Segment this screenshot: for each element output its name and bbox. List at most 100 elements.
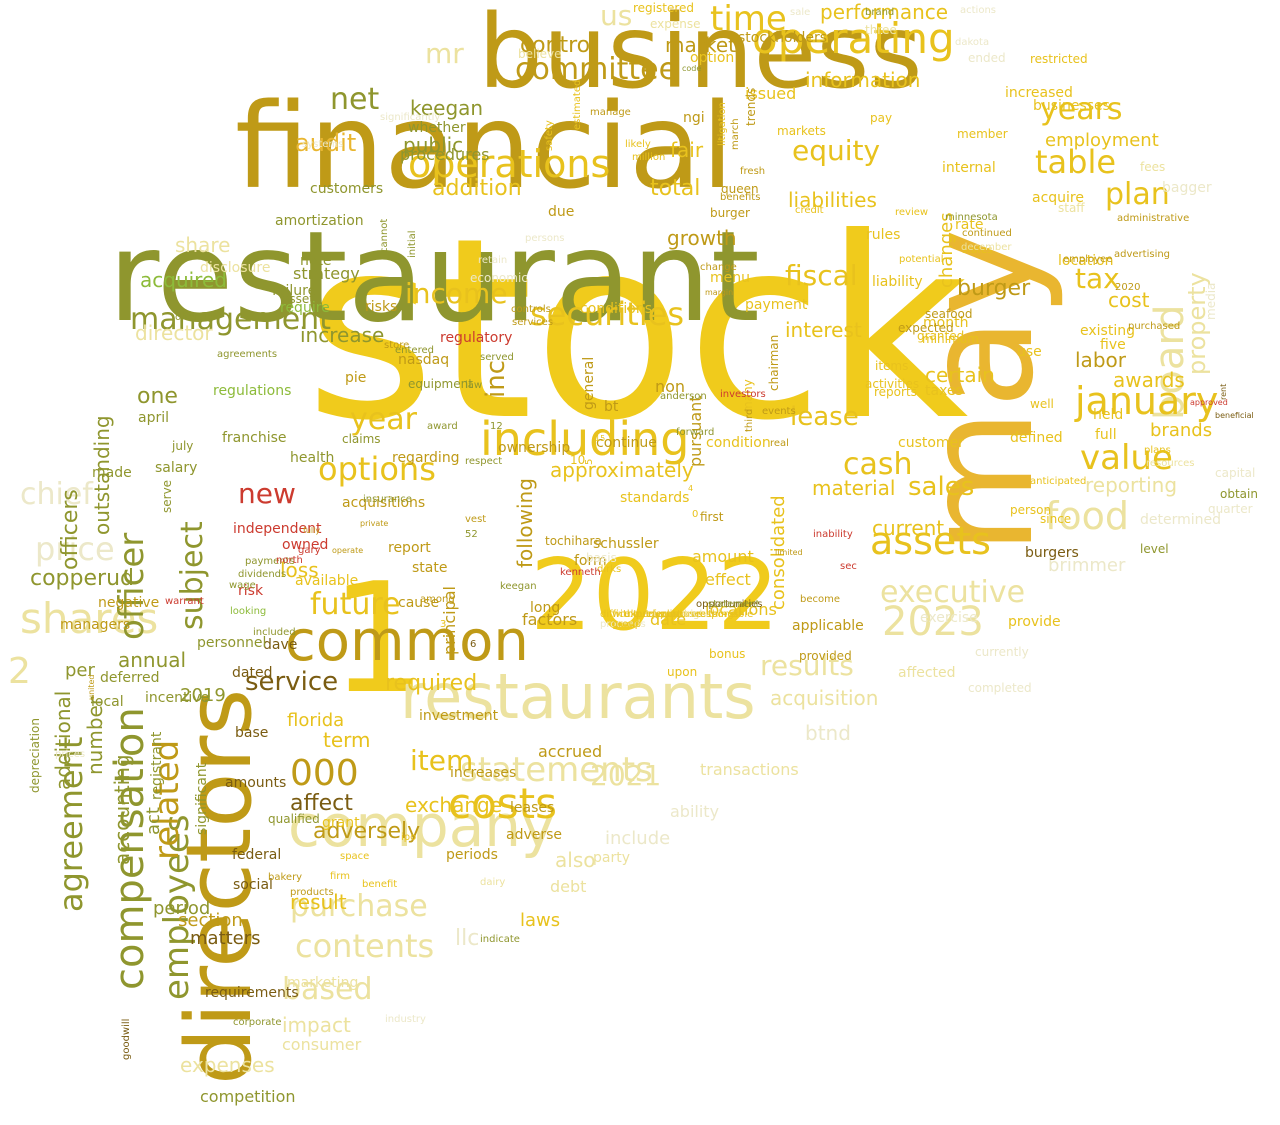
word-sales: sales [908, 472, 975, 502]
word-payment: payment [745, 297, 808, 313]
word-capital: capital [1215, 466, 1256, 480]
word-accrued: accrued [538, 742, 603, 761]
word-non: non [655, 377, 686, 396]
word-required: required [385, 671, 478, 696]
word-kenneth: kenneth [560, 567, 601, 578]
word-director: director [135, 321, 213, 345]
word-share: share [175, 233, 231, 257]
word-burgers: burgers [1025, 545, 1079, 561]
word-menu: menu [710, 270, 750, 286]
word-entered: entered [395, 345, 434, 356]
word-warrant: warrant [165, 596, 204, 607]
word-estimated: estimated [572, 79, 583, 130]
word-committee: committee [515, 52, 678, 87]
word-acquisition: acquisition [770, 686, 879, 710]
word-gary: gary [298, 545, 321, 556]
word-responsible: responsible [696, 609, 754, 620]
word-stock: stock [305, 184, 969, 475]
word-april: april [138, 410, 170, 426]
word-costs: costs [448, 779, 558, 828]
word-debt: debt [550, 877, 587, 896]
word-beneficial: beneficial [1215, 411, 1254, 420]
word-third: third [744, 408, 755, 432]
word-labor: labor [1075, 348, 1126, 372]
word-employee: employee [1063, 254, 1113, 265]
word-vest: vest [465, 514, 487, 525]
word-wage: wage [229, 580, 256, 591]
word-united: united [87, 674, 96, 701]
word-franchise: franchise [222, 430, 287, 446]
word-restaurant: restaurant [108, 205, 760, 350]
word-ipo: ipo [401, 832, 417, 843]
word-dividends: dividends [238, 569, 287, 580]
word-million: million [632, 152, 666, 163]
word-copperud: copperud [30, 566, 134, 591]
word-goodwill: goodwill [121, 1018, 132, 1060]
word-trends: trends [744, 87, 758, 126]
word-significant: significant [194, 762, 210, 835]
word-applicable: applicable [792, 618, 864, 634]
word-member: member [957, 127, 1008, 141]
word-brimmer: brimmer [1048, 555, 1126, 576]
word-december: december [961, 242, 1012, 253]
word-officers: officers [58, 489, 83, 570]
word-incentive: incentive [145, 690, 210, 706]
word-owned: owned [282, 537, 329, 553]
word-since: since [1040, 512, 1072, 526]
word-6: 6 [470, 639, 477, 650]
word-operations: operations [408, 142, 611, 186]
word-material: material [812, 476, 896, 500]
word-dairy: dairy [480, 877, 506, 888]
word-pay: pay [870, 111, 893, 125]
word-investors: investors [720, 389, 766, 400]
word-one: one [137, 384, 178, 409]
word-local: local [91, 694, 124, 710]
word-included: included [253, 627, 296, 638]
word-business: business [478, 0, 923, 112]
word-term: term [323, 728, 371, 752]
word-likely: likely [625, 139, 651, 150]
word-option: option [690, 50, 735, 66]
word-12: 12 [490, 421, 503, 432]
word-future: future [310, 587, 401, 622]
word-qualified: qualified [268, 812, 320, 826]
word-effect: effect [705, 570, 751, 589]
word-brands: brands [1150, 420, 1213, 441]
word-also: also [555, 848, 596, 872]
word-basis: basis [586, 551, 617, 565]
word-approved: approved [1190, 398, 1228, 407]
word-currently: currently [975, 645, 1029, 659]
word-continued: continued [962, 228, 1012, 239]
word-stockholders: stockholders [738, 30, 828, 46]
word-rate: rate [955, 217, 984, 233]
word-systems: systems [302, 139, 344, 150]
word-internal: internal [942, 160, 996, 176]
word-believe: believe [518, 47, 562, 61]
word-bt: bt [604, 399, 619, 415]
word-liabilities: liabilities [788, 188, 877, 212]
word-respect: respect [465, 456, 503, 467]
word-assets: assets [870, 519, 991, 563]
word-among: among [420, 594, 455, 605]
word-due: due [548, 204, 575, 220]
word-held: held [1093, 407, 1124, 423]
word-sale: sale [790, 7, 811, 18]
word-persons: persons [525, 233, 565, 244]
word-managers: managers [60, 617, 131, 633]
word-procedures: procedures [400, 145, 490, 164]
word-items: items [875, 359, 909, 373]
word-completed: completed [968, 681, 1032, 695]
word-federal: federal [232, 847, 282, 863]
word-operating: operating [752, 14, 955, 63]
word-total: total [650, 176, 701, 201]
word-taxes: taxes [925, 383, 963, 399]
word-current: current [872, 516, 945, 540]
word-value: value [1080, 438, 1173, 478]
word-looking: looking [230, 606, 267, 617]
word-serve: serve [160, 479, 174, 513]
word-result: result [290, 890, 347, 914]
word-claims: claims [342, 432, 381, 446]
word-strategy: strategy [293, 264, 360, 283]
word-states: states [962, 245, 993, 256]
word-person: person [1010, 503, 1052, 517]
